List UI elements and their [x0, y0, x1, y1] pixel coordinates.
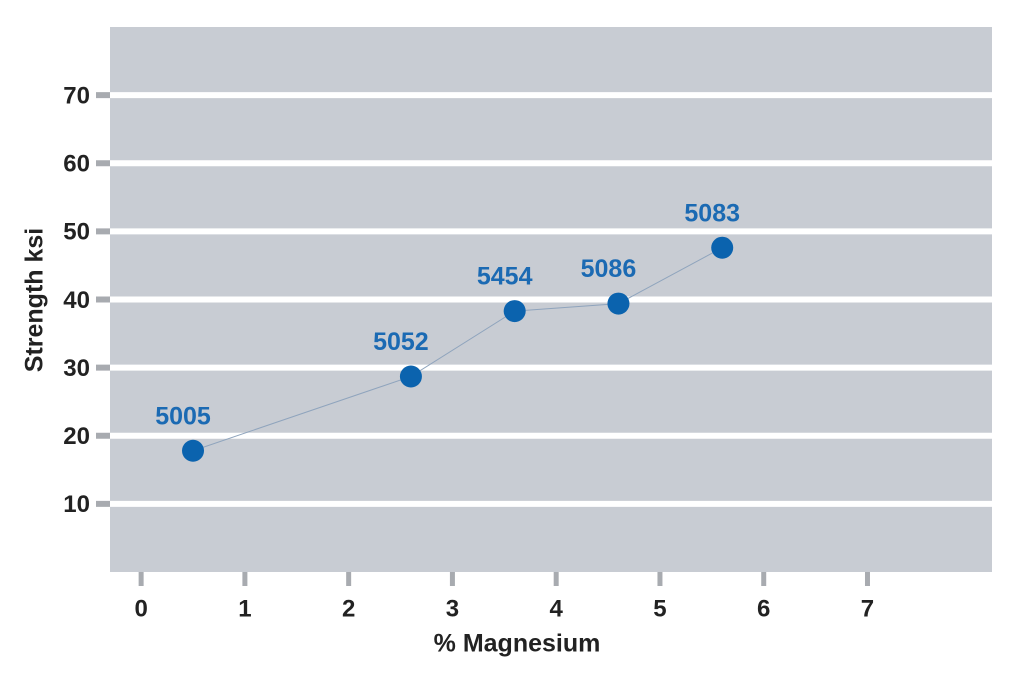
y-tick-label: 20 — [63, 423, 90, 450]
x-tick-label: 7 — [861, 595, 874, 622]
x-tick-label: 6 — [757, 595, 770, 622]
point-label: 5052 — [373, 328, 429, 356]
point-label: 5083 — [684, 199, 740, 227]
point-label: 5086 — [581, 255, 637, 283]
y-tick-label: 30 — [63, 355, 90, 382]
point-label: 5454 — [477, 263, 533, 291]
x-tick-label: 3 — [446, 595, 459, 622]
y-tick-label: 50 — [63, 219, 90, 246]
x-tick-label: 4 — [550, 595, 564, 622]
data-point — [711, 236, 734, 259]
x-tick-label: 2 — [342, 595, 355, 622]
x-axis-label: % Magnesium — [434, 630, 601, 658]
data-point — [503, 300, 526, 323]
data-point — [399, 365, 422, 388]
x-tick-label: 0 — [134, 595, 147, 622]
point-label: 5005 — [155, 402, 211, 430]
y-tick-label: 70 — [63, 82, 90, 109]
y-tick-label: 60 — [63, 151, 90, 178]
data-point — [182, 439, 205, 462]
x-tick-label: 5 — [653, 595, 666, 622]
data-point — [607, 292, 630, 315]
x-tick-label: 1 — [238, 595, 251, 622]
y-tick-label: 40 — [63, 287, 90, 314]
y-axis-label: Strength ksi — [21, 228, 49, 372]
y-tick-label: 10 — [63, 491, 90, 518]
